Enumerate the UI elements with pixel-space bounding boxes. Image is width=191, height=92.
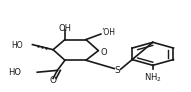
Text: HO: HO [11,41,23,50]
Text: O: O [50,76,57,85]
Text: O: O [100,48,107,57]
Text: ’OH: ’OH [101,28,115,37]
Text: S: S [115,66,120,75]
Text: NH$_2$: NH$_2$ [144,72,162,84]
Text: HO: HO [9,68,22,77]
Text: OH: OH [58,24,71,33]
